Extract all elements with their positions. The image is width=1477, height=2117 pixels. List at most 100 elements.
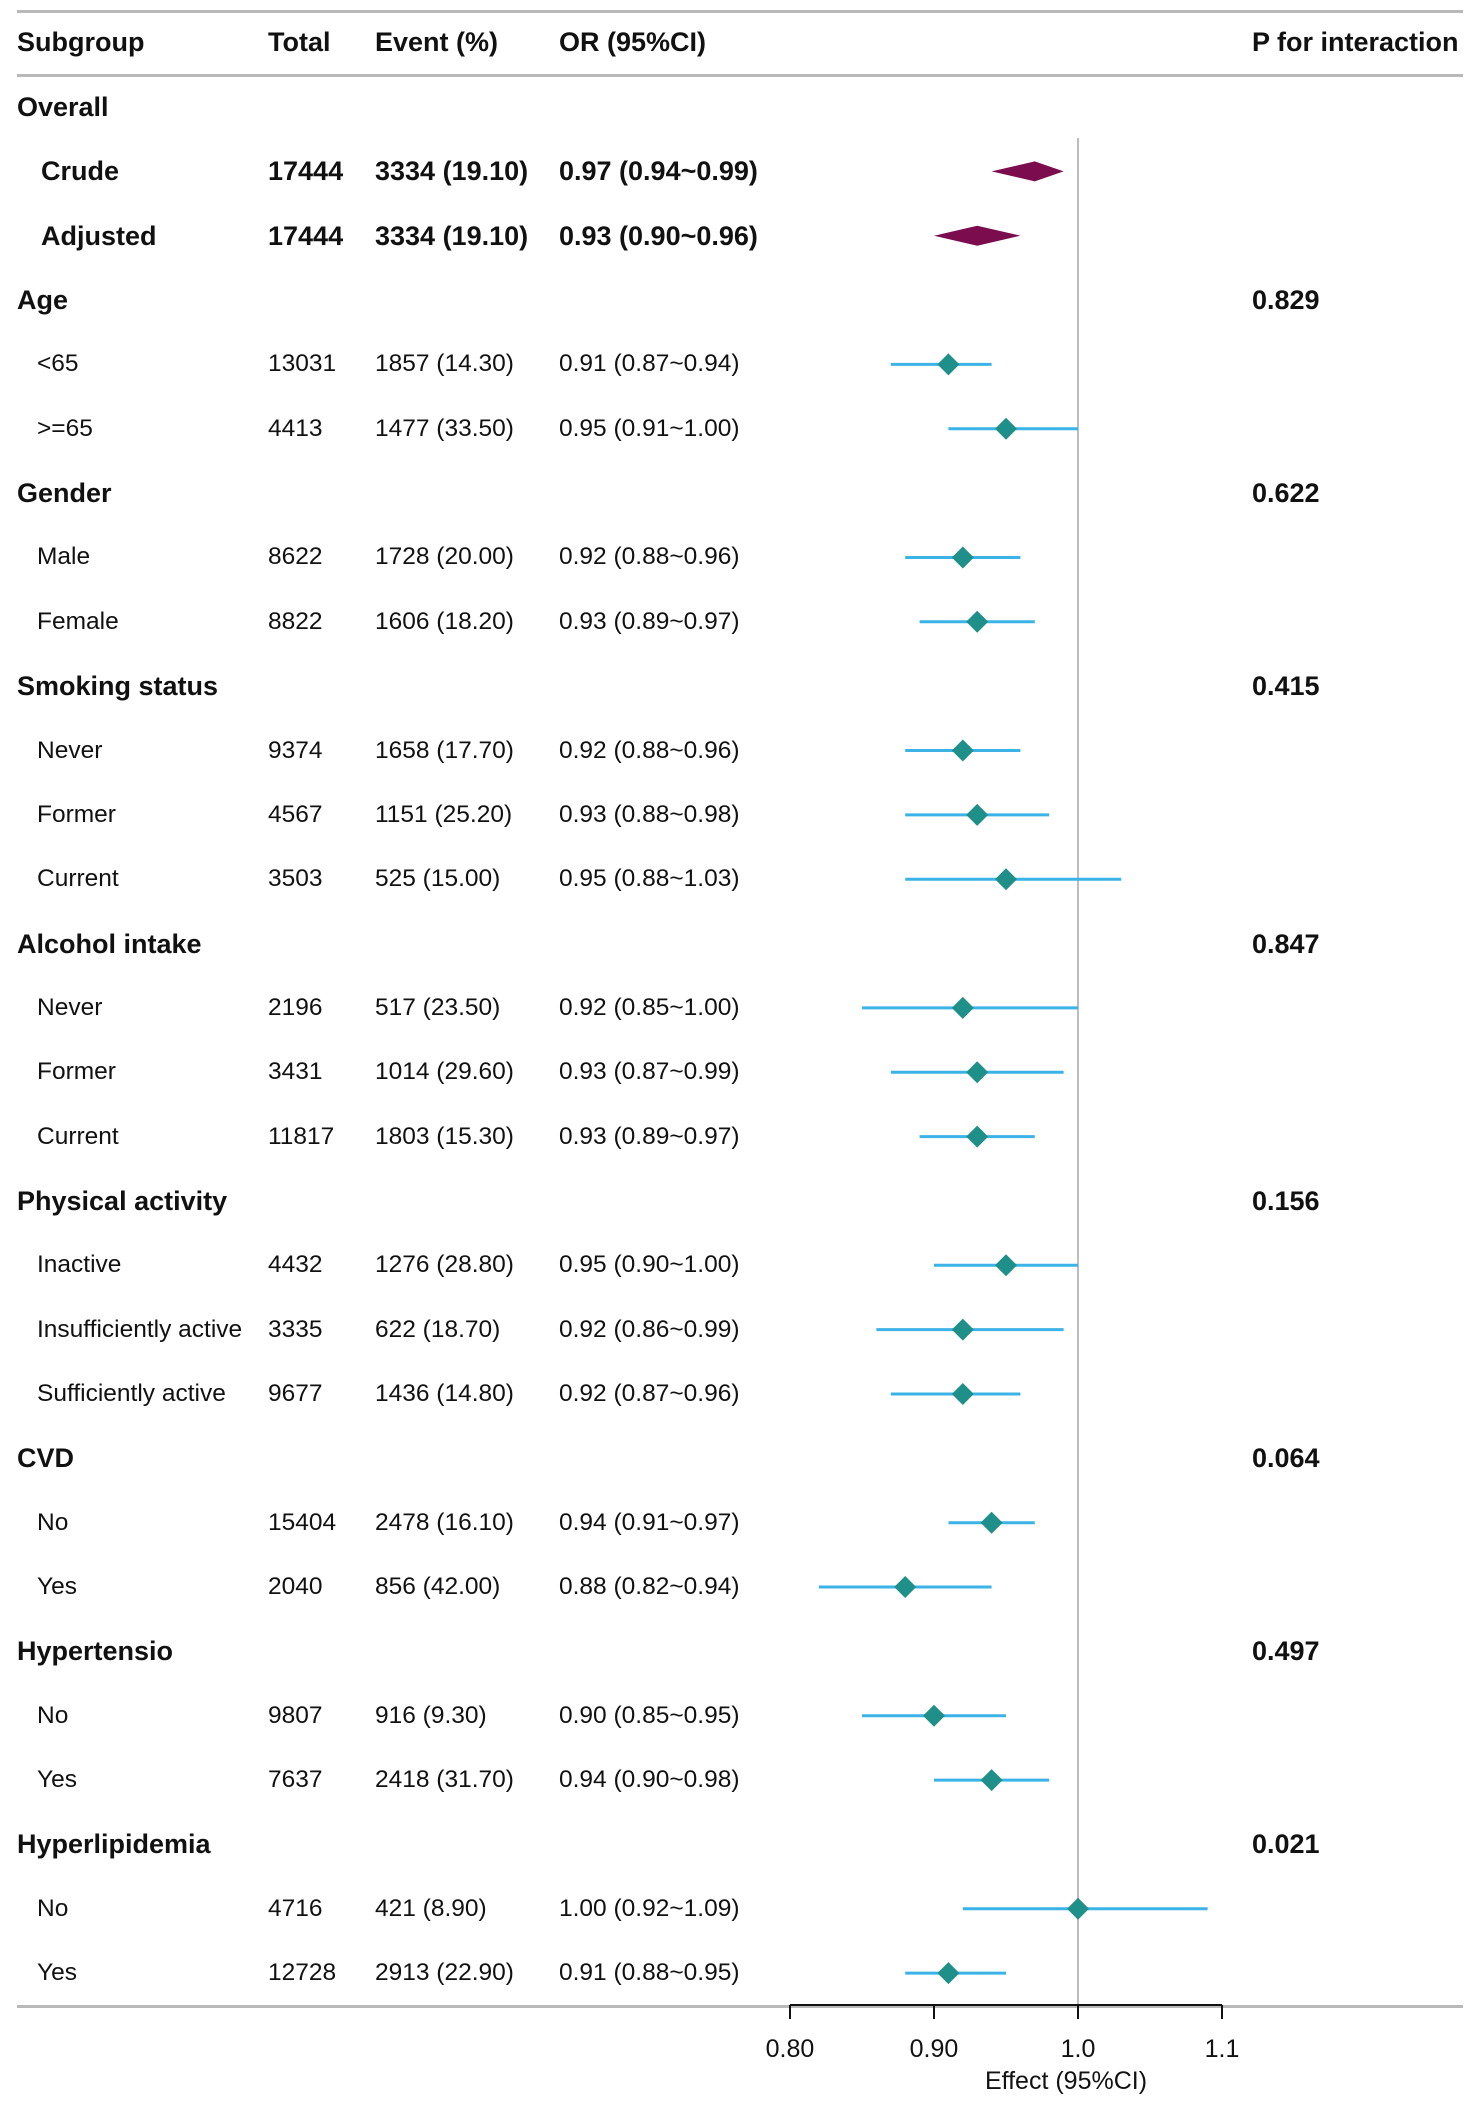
row-label: Current [37, 865, 119, 893]
row-or: 1.00 (0.92~1.09) [559, 1894, 740, 1922]
row-label: <65 [37, 350, 79, 378]
p-interaction: 0.156 [1252, 1185, 1320, 1216]
row-event: 1151 (25.20) [375, 800, 513, 828]
row-total: 9807 [268, 1701, 323, 1729]
row-event: 2478 (16.10) [375, 1508, 514, 1536]
row-total: 4432 [268, 1251, 323, 1279]
x-tick-label: 1.1 [1205, 2035, 1240, 2063]
row-label: >=65 [37, 414, 93, 442]
row-total: 13031 [268, 350, 337, 378]
row-or: 0.92 (0.85~1.00) [559, 993, 740, 1021]
header-p-interaction: P for interaction [1252, 27, 1459, 57]
point-estimate [995, 1254, 1017, 1277]
row-total: 4567 [268, 800, 323, 828]
x-tick-label: 1.0 [1061, 2035, 1096, 2063]
point-estimate [951, 996, 974, 1019]
row-label: Male [37, 543, 91, 571]
row-label: Yes [37, 1959, 77, 1987]
row-or: 0.91 (0.88~0.95) [559, 1959, 740, 1987]
group-label: Physical activity [17, 1185, 228, 1216]
point-estimate [1067, 1897, 1089, 1920]
row-label: Sufficiently active [37, 1380, 226, 1407]
row-total: 9677 [268, 1380, 323, 1407]
header-rule [17, 74, 1463, 77]
point-estimate [980, 1769, 1003, 1792]
row-event: 2913 (22.90) [375, 1959, 514, 1987]
header-total: Total [268, 27, 331, 57]
row-or: 0.93 (0.88~0.98) [559, 800, 740, 828]
row-event: 1014 (29.60) [375, 1058, 514, 1086]
row-label: No [37, 1701, 69, 1729]
row-label: No [37, 1894, 69, 1922]
row-or: 0.92 (0.88~0.96) [559, 543, 740, 571]
row-or: 0.91 (0.87~0.94) [559, 350, 740, 378]
row-label: Adjusted [41, 220, 157, 251]
group-label: Overall [17, 92, 109, 122]
p-interaction: 0.829 [1252, 285, 1320, 316]
point-estimate [937, 1962, 960, 1985]
row-event: 1728 (20.00) [375, 543, 514, 571]
point-estimate [966, 1125, 989, 1148]
row-total: 3503 [268, 865, 323, 893]
row-label: Former [37, 800, 116, 828]
row-event: 916 (9.30) [375, 1701, 487, 1729]
row-event: 3334 (19.10) [375, 220, 529, 251]
group-label: Alcohol intake [17, 928, 202, 959]
group-label: Gender [17, 478, 112, 509]
row-or: 0.93 (0.87~0.99) [559, 1058, 740, 1086]
p-interaction: 0.847 [1252, 928, 1320, 959]
p-interaction: 0.064 [1252, 1443, 1320, 1474]
row-total: 8822 [268, 607, 323, 635]
point-estimate [951, 1383, 974, 1405]
header-or: OR (95%CI) [559, 27, 707, 57]
top-rule [17, 10, 1463, 13]
bottom-rule [17, 2005, 1463, 2008]
row-event: 1276 (28.80) [375, 1251, 514, 1279]
row-or: 0.93 (0.89~0.97) [559, 607, 740, 635]
row-label: Crude [41, 156, 120, 187]
row-or: 0.94 (0.91~0.97) [559, 1508, 740, 1536]
group-label: CVD [17, 1443, 75, 1474]
row-total: 3335 [268, 1315, 323, 1343]
row-label: No [37, 1508, 69, 1536]
point-estimate [995, 868, 1017, 891]
row-event: 421 (8.90) [375, 1894, 487, 1922]
row-event: 1606 (18.20) [375, 607, 514, 635]
p-interaction: 0.415 [1252, 671, 1320, 702]
row-total: 8622 [268, 543, 323, 571]
row-label: Female [37, 607, 119, 635]
row-or: 0.92 (0.87~0.96) [559, 1380, 740, 1407]
row-event: 1658 (17.70) [375, 736, 514, 764]
row-event: 1436 (14.80) [375, 1380, 514, 1407]
point-estimate [966, 1061, 989, 1084]
point-estimate [980, 1511, 1003, 1534]
point-estimate [995, 417, 1017, 440]
row-event: 517 (23.50) [375, 993, 501, 1021]
x-tick-label: 0.80 [766, 2035, 815, 2063]
group-label: Hyperlipidemia [17, 1829, 211, 1860]
point-estimate [951, 546, 974, 569]
row-event: 1857 (14.30) [375, 350, 514, 378]
overall-diamond [991, 161, 1064, 182]
row-total: 15404 [268, 1508, 337, 1536]
point-estimate [937, 353, 960, 376]
row-total: 12728 [268, 1959, 337, 1987]
row-or: 0.95 (0.90~1.00) [559, 1251, 740, 1279]
point-estimate [951, 739, 974, 762]
row-or: 0.90 (0.85~0.95) [559, 1701, 740, 1729]
row-total: 4716 [268, 1894, 323, 1922]
row-label: Inactive [37, 1251, 122, 1279]
row-or: 0.93 (0.89~0.97) [559, 1122, 740, 1150]
row-event: 1803 (15.30) [375, 1122, 514, 1150]
x-axis-label: Effect (95%CI) [985, 2067, 1147, 2095]
row-label: Never [37, 993, 103, 1021]
row-or: 0.97 (0.94~0.99) [559, 156, 758, 187]
row-label: Yes [37, 1766, 77, 1794]
row-event: 622 (18.70) [375, 1315, 501, 1343]
row-or: 0.88 (0.82~0.94) [559, 1573, 740, 1601]
row-total: 17444 [268, 156, 344, 187]
row-or: 0.92 (0.86~0.99) [559, 1315, 740, 1343]
row-total: 11817 [268, 1122, 335, 1150]
